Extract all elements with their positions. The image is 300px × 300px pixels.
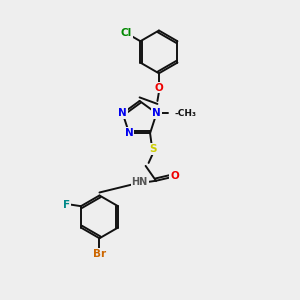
Text: Cl: Cl bbox=[121, 28, 132, 38]
Text: S: S bbox=[149, 144, 157, 154]
Text: O: O bbox=[154, 82, 163, 93]
Text: N: N bbox=[125, 128, 134, 138]
Text: N: N bbox=[118, 108, 127, 118]
Text: -CH₃: -CH₃ bbox=[175, 109, 197, 118]
Text: Br: Br bbox=[93, 249, 106, 259]
Text: O: O bbox=[170, 171, 179, 181]
Text: F: F bbox=[63, 200, 70, 210]
Text: HN: HN bbox=[132, 177, 148, 187]
Text: N: N bbox=[152, 108, 161, 118]
